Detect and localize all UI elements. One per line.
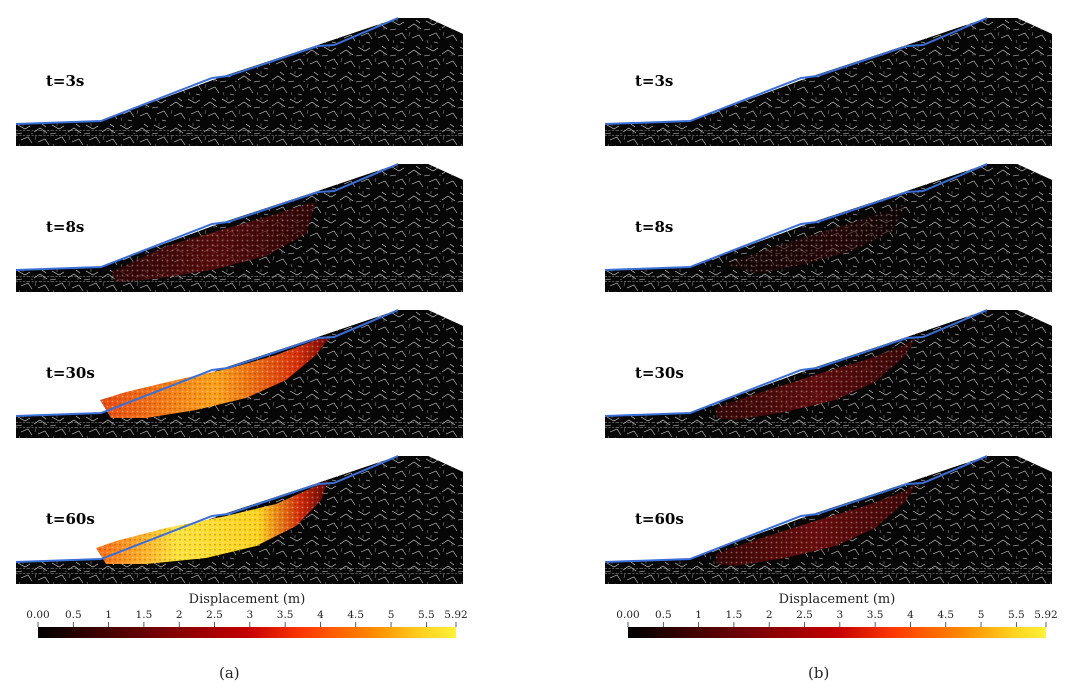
time-label: t=3s [635,72,673,90]
colorbar-tick-label: 1.5 [136,609,153,621]
base-layers [16,564,463,578]
time-label: t=60s [46,510,95,528]
original-slope-profile [604,163,988,271]
colorbar-tick-label: 2.5 [796,609,813,621]
time-label: t=30s [46,364,95,382]
sliding-particles [725,204,905,274]
original-slope-profile [604,309,988,417]
colorbars-layer: Displacement (m) 0.00 0.5 1 1.5 2 2.5 3 3.5 4 4.5 5… [26,592,1058,638]
sliding-particles [715,482,917,566]
time-label: t=60s [635,510,684,528]
colorbar-tick-label: 0.00 [616,609,639,621]
colorbar-tick-label: 4.5 [347,609,364,621]
rock-fractures [605,18,1052,146]
rock-fractures [16,18,463,146]
sliding-particles [715,336,917,420]
colorbar-tick-label: 5.5 [1008,609,1025,621]
frame-b-3: t=30s [604,309,1052,438]
base-layers [16,272,463,286]
colorbar-tick-label: 3.5 [867,609,884,621]
colorbar-tick-label: 5.92 [444,609,467,621]
colorbar-tick-label: 2 [176,609,183,621]
rock-fractures [605,164,1052,292]
colorbar-tick-label: 4 [317,609,324,621]
original-slope-profile [15,163,399,271]
panel-b: t=3s t=8s t=30s t=60s (b) [604,17,1052,682]
colorbar-a: Displacement (m) 0.00 0.5 1 1.5 2 2.5 3 3.5 4 4.5 5… [26,592,468,638]
sliding-particles [100,335,331,418]
base-layers [16,126,463,140]
panel-label: (b) [808,664,829,682]
time-label: t=8s [635,218,673,236]
colorbar-tick-label: 5.5 [418,609,435,621]
colorbar-tick-label: 5 [978,609,985,621]
colorbar-ramp [38,627,456,638]
colorbar-tick-label: 3 [836,609,843,621]
base-layers [16,418,463,432]
colorbar-tick-label: 1 [695,609,702,621]
original-slope-profile [15,17,399,125]
colorbar-title: Displacement (m) [189,592,306,607]
panels-layer: t=3s t=8s t=30s t=60s (a) t=3s t=8s t=30s t=60s (… [15,17,1052,682]
base-layers [605,126,1052,140]
colorbar-b: Displacement (m) 0.00 0.5 1 1.5 2 2.5 3 3.5 4 4.5 5… [616,592,1058,638]
time-label: t=3s [46,72,84,90]
colorbar-tick-label: 2.5 [206,609,223,621]
colorbar-tick-label: 0.5 [65,609,82,621]
colorbar-tick-label: 5.92 [1034,609,1057,621]
frame-b-2: t=8s [604,163,1052,292]
colorbar-tick-label: 0.00 [26,609,49,621]
base-layers [605,564,1052,578]
frame-a-1: t=3s [15,17,463,146]
frame-a-4: t=60s [15,455,463,584]
colorbar-tick-label: 3 [246,609,253,621]
colorbar-tick-label: 0.5 [655,609,672,621]
colorbar-tick-label: 1 [105,609,112,621]
base-layers [605,272,1052,286]
colorbar-ramp [628,627,1046,638]
colorbar-tick-label: 5 [388,609,395,621]
colorbar-title: Displacement (m) [779,592,896,607]
sliding-particles [96,480,328,564]
original-slope-profile [604,17,988,125]
original-slope-profile [15,455,399,563]
colorbar-tick-label: 3.5 [277,609,294,621]
frame-a-2: t=8s [15,163,463,292]
panel-label: (a) [219,664,240,682]
sliding-particles [111,202,316,282]
frame-b-1: t=3s [604,17,1052,146]
original-slope-profile [15,309,399,417]
frame-a-3: t=30s [15,309,463,438]
colorbar-tick-label: 4 [907,609,914,621]
frame-b-4: t=60s [604,455,1052,584]
original-slope-profile [604,455,988,563]
panel-a: t=3s t=8s t=30s t=60s (a) [15,17,463,682]
colorbar-tick-label: 4.5 [937,609,954,621]
colorbar-tick-label: 1.5 [726,609,743,621]
colorbar-tick-label: 2 [766,609,773,621]
time-label: t=30s [635,364,684,382]
base-layers [605,418,1052,432]
time-label: t=8s [46,218,84,236]
